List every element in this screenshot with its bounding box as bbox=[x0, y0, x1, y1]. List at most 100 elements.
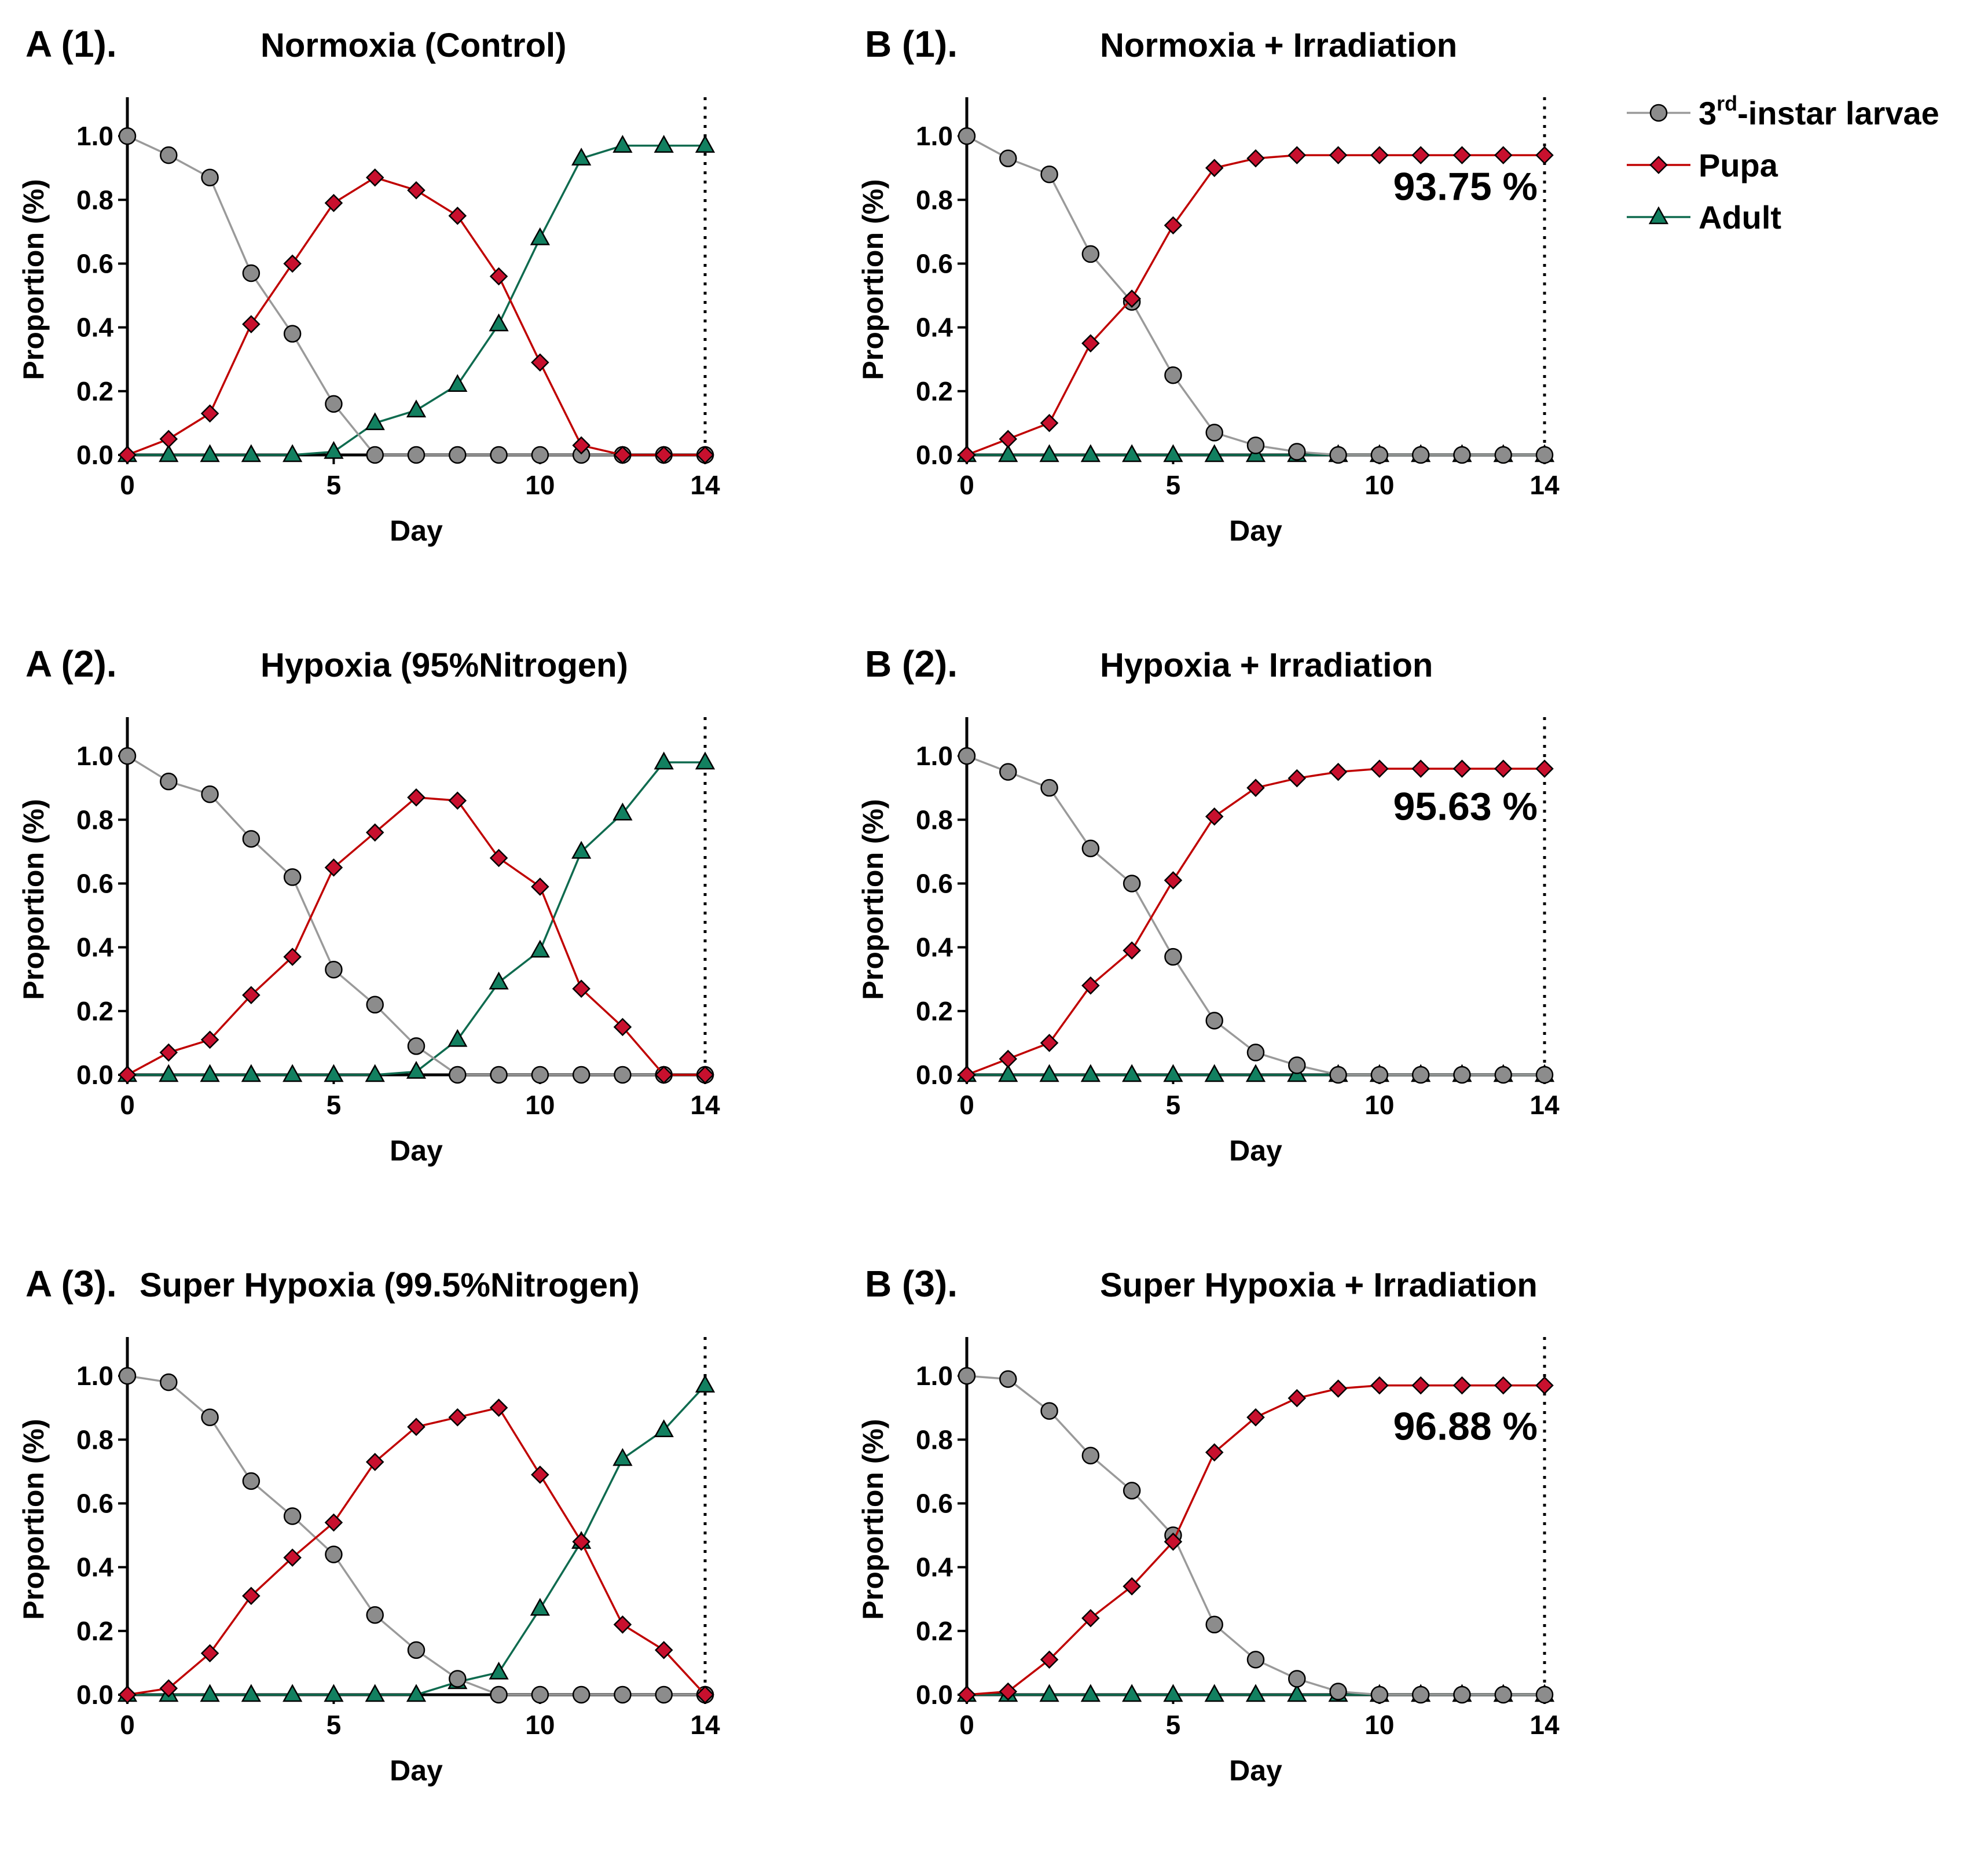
data-point-adult bbox=[1163, 444, 1183, 462]
data-point-pupa bbox=[696, 1066, 714, 1084]
data-point-adult bbox=[1122, 1064, 1142, 1082]
data-point-adult bbox=[200, 1064, 220, 1082]
data-point-pupa bbox=[1246, 149, 1265, 168]
x-tick-label: 10 bbox=[525, 1090, 555, 1120]
data-point-pupa bbox=[1288, 146, 1307, 164]
data-point-3rd-instar-larvae bbox=[325, 1545, 343, 1563]
panel-title: Normoxia + Irradiation bbox=[1100, 27, 1457, 64]
data-point-3rd-instar-larvae bbox=[1164, 366, 1182, 384]
data-point-pupa bbox=[118, 446, 137, 464]
data-point-3rd-instar-larvae bbox=[242, 264, 261, 282]
data-point-adult bbox=[654, 135, 674, 153]
legend-label: 3rd-instar larvae bbox=[1699, 91, 1939, 131]
y-tick-label: 1.0 bbox=[916, 741, 953, 771]
data-point-pupa bbox=[1081, 1609, 1100, 1628]
y-tick-label: 0.4 bbox=[76, 313, 113, 343]
data-point-adult bbox=[406, 1060, 427, 1079]
y-tick-label: 1.0 bbox=[916, 121, 953, 151]
data-point-3rd-instar-larvae bbox=[283, 868, 302, 886]
data-point-adult bbox=[241, 444, 261, 462]
y-tick-label: 0.6 bbox=[76, 248, 113, 278]
data-point-3rd-instar-larvae bbox=[366, 996, 384, 1014]
data-point-adult bbox=[1039, 444, 1059, 462]
data-point-adult bbox=[1287, 1684, 1307, 1702]
x-axis-title: Day bbox=[1229, 1754, 1282, 1787]
data-point-3rd-instar-larvae bbox=[1246, 1044, 1265, 1062]
x-tick-label: 10 bbox=[525, 470, 555, 500]
data-point-adult bbox=[1245, 1684, 1266, 1702]
data-point-pupa bbox=[1535, 146, 1554, 164]
data-point-pupa bbox=[407, 788, 426, 807]
data-point-adult bbox=[241, 1684, 261, 1702]
data-point-3rd-instar-larvae bbox=[1205, 424, 1223, 442]
data-point-pupa bbox=[1535, 759, 1554, 778]
data-point-adult bbox=[695, 135, 716, 153]
data-point-adult bbox=[998, 444, 1018, 462]
data-point-adult bbox=[612, 802, 633, 821]
y-tick-label: 0.0 bbox=[916, 1060, 953, 1090]
y-tick-label: 0.8 bbox=[76, 185, 113, 215]
data-point-3rd-instar-larvae bbox=[366, 1606, 384, 1624]
data-point-pupa bbox=[324, 1513, 343, 1532]
data-point-pupa bbox=[613, 446, 632, 464]
data-point-adult bbox=[612, 1448, 633, 1466]
data-point-pupa bbox=[407, 181, 426, 200]
panel-label: A (3). bbox=[25, 1263, 117, 1305]
data-point-adult bbox=[489, 1661, 509, 1680]
y-tick-label: 0.4 bbox=[76, 932, 113, 963]
series-pupa bbox=[118, 168, 714, 464]
data-point-pupa bbox=[448, 207, 467, 225]
data-point-3rd-instar-larvae bbox=[999, 149, 1017, 167]
series-adult bbox=[117, 751, 716, 1082]
y-tick-label: 0.0 bbox=[916, 1680, 953, 1710]
x-tick-label: 14 bbox=[1529, 470, 1560, 500]
y-tick-label: 0.6 bbox=[916, 248, 953, 278]
data-point-pupa bbox=[1329, 762, 1348, 781]
panel-label: B (3). bbox=[865, 1263, 958, 1305]
data-point-3rd-instar-larvae bbox=[1164, 947, 1182, 966]
data-point-pupa bbox=[1081, 334, 1100, 352]
data-point-adult bbox=[530, 227, 550, 245]
data-point-3rd-instar-larvae bbox=[958, 1367, 976, 1385]
data-point-pupa bbox=[572, 979, 590, 998]
data-point-adult bbox=[283, 444, 303, 462]
data-point-pupa bbox=[200, 404, 219, 423]
data-point-adult bbox=[1245, 1064, 1266, 1082]
data-point-3rd-instar-larvae bbox=[1370, 1685, 1389, 1704]
panel-label: A (2). bbox=[25, 643, 117, 685]
legend-item-adult: Adult bbox=[1627, 199, 1781, 236]
series-3rd-instar-larvae bbox=[958, 1367, 1554, 1704]
legend-label-superscript: rd bbox=[1716, 91, 1737, 115]
legend-item-pupa: Pupa bbox=[1627, 147, 1778, 183]
data-point-pupa bbox=[1123, 289, 1141, 308]
y-axis-title: Proportion (%) bbox=[857, 799, 889, 1000]
data-point-pupa bbox=[1040, 1650, 1059, 1669]
data-point-adult bbox=[998, 1064, 1018, 1082]
data-point-pupa bbox=[1081, 976, 1100, 995]
x-tick-label: 0 bbox=[120, 1090, 135, 1120]
series-pupa bbox=[958, 1376, 1554, 1704]
data-point-3rd-instar-larvae bbox=[1494, 1685, 1512, 1704]
x-tick-label: 5 bbox=[1166, 470, 1181, 500]
x-tick-label: 10 bbox=[1365, 1090, 1394, 1120]
data-point-3rd-instar-larvae bbox=[1329, 1683, 1347, 1701]
x-tick-label: 10 bbox=[1365, 470, 1394, 500]
data-point-adult bbox=[324, 1684, 344, 1702]
x-tick-label: 0 bbox=[120, 470, 135, 500]
data-point-pupa bbox=[1370, 759, 1389, 778]
data-point-pupa bbox=[1453, 146, 1472, 164]
data-point-pupa bbox=[1453, 1376, 1472, 1395]
data-point-3rd-instar-larvae bbox=[999, 763, 1017, 781]
data-point-3rd-instar-larvae bbox=[1040, 165, 1058, 183]
data-point-pupa bbox=[1246, 1408, 1265, 1427]
x-tick-label: 5 bbox=[1166, 1090, 1181, 1120]
data-point-3rd-instar-larvae bbox=[572, 1066, 590, 1084]
panel-label: B (1). bbox=[865, 23, 958, 65]
y-tick-label: 0.2 bbox=[76, 1616, 113, 1646]
data-point-pupa bbox=[654, 1641, 673, 1659]
data-point-3rd-instar-larvae bbox=[118, 1367, 137, 1385]
y-tick-label: 0.2 bbox=[76, 996, 113, 1026]
x-tick-label: 14 bbox=[690, 470, 720, 500]
data-point-pupa bbox=[696, 1685, 714, 1704]
y-tick-label: 0.2 bbox=[76, 376, 113, 406]
